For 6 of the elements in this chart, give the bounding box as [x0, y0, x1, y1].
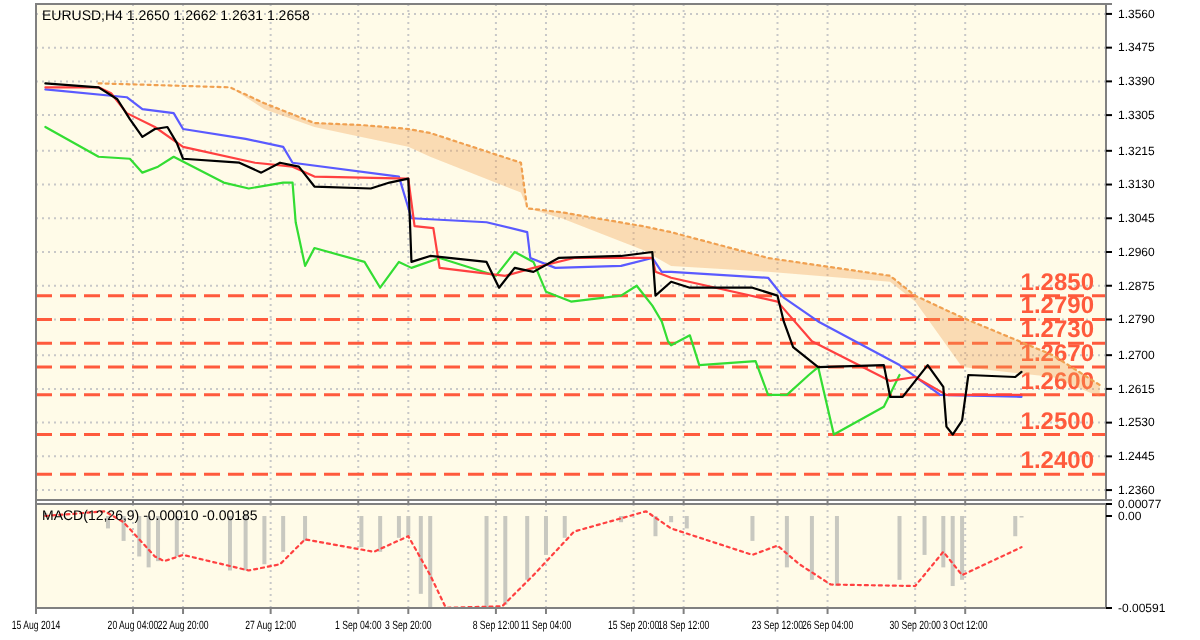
ref-line-label: 1.2790: [1020, 291, 1095, 320]
ref-line-label: 1.2730: [1020, 315, 1095, 344]
ref-line-label: 1.2600: [1020, 366, 1095, 395]
ref-line-label: 1.2850: [1020, 267, 1095, 296]
ref-line-label: 1.2500: [1020, 406, 1095, 435]
ref-line-label: 1.2400: [1020, 446, 1095, 475]
